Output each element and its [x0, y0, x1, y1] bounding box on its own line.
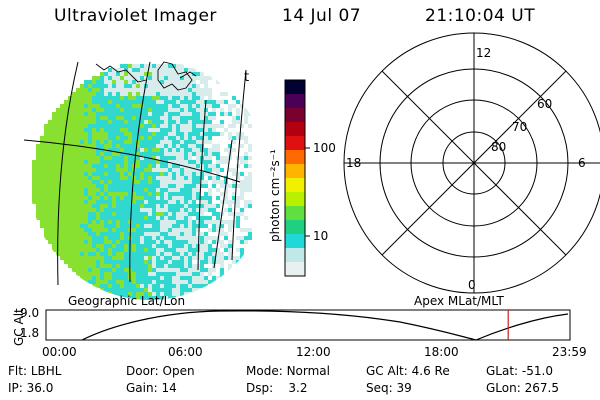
- left-map-label: Geographic Lat/Lon: [68, 294, 186, 308]
- mlt-label-6: 6: [578, 156, 586, 170]
- colorbar: [285, 80, 305, 277]
- earth-image: [23, 60, 252, 300]
- mlt-label-12: 12: [476, 46, 492, 60]
- right-map-label: Apex MLat/MLT: [414, 294, 504, 308]
- colorbar-segment: [285, 220, 305, 235]
- orbit-ytick-high: 9.0: [20, 306, 40, 320]
- colorbar-segment: [285, 206, 305, 221]
- polar-grid: [343, 32, 600, 294]
- colorbar-segment: [285, 108, 305, 123]
- date-label: 14 Jul 07: [282, 6, 362, 26]
- info-seq: Seq: 39: [366, 381, 412, 395]
- orbit-ytick-low: 1.8: [20, 326, 40, 340]
- colorbar-segment: [285, 94, 305, 109]
- orbit-xtick-2359: 23:59: [552, 345, 587, 359]
- geographic-grid: [23, 61, 247, 286]
- colorbar-segment: [285, 178, 305, 193]
- orbit-xtick-0600: 06:00: [168, 345, 203, 359]
- colorbar-segment: [285, 164, 305, 179]
- colorbar-segment: [285, 262, 305, 277]
- colorbar-label-10: 10: [313, 229, 329, 243]
- mlat-label-70: 70: [512, 120, 528, 134]
- info-mode: Mode: Normal: [246, 364, 330, 378]
- info-gain: Gain: 14: [126, 381, 177, 395]
- mlat-label-60: 60: [537, 97, 553, 111]
- colorbar-segment: [285, 80, 305, 95]
- info-gc-alt: GC Alt: 4.6 Re: [366, 364, 450, 378]
- info-glon: GLon: 267.5: [486, 381, 559, 395]
- colorbar-label-100: 100: [313, 141, 336, 155]
- colorbar-segment: [285, 234, 305, 249]
- colorbar-segment: [285, 192, 305, 207]
- time-label: 21:10:04 UT: [425, 6, 536, 26]
- mlt-label-0: 0: [468, 278, 476, 292]
- info-dsp: Dsp: 3.2: [246, 381, 308, 395]
- orbit-xtick-0000: 00:00: [42, 345, 77, 359]
- colorbar-segment: [285, 122, 305, 137]
- colorbar-segment: [285, 248, 305, 263]
- colorbar-frame: [284, 79, 306, 277]
- orbit-xtick-1200: 12:00: [296, 345, 331, 359]
- mlat-label-80: 80: [491, 140, 507, 154]
- info-ip: IP: 36.0: [8, 381, 54, 395]
- info-glat: GLat: -51.0: [486, 364, 553, 378]
- emission-pixels: [32, 64, 252, 300]
- info-door: Door: Open: [126, 364, 195, 378]
- info-flt: Flt: LBHL: [8, 364, 62, 378]
- colorbar-segment: [285, 136, 305, 151]
- map-corner-mark: t: [244, 70, 250, 85]
- colorbar-unit-label: photon cm⁻²s⁻¹: [268, 149, 282, 242]
- coastline: [95, 61, 197, 91]
- instrument-title: Ultraviolet Imager: [54, 6, 217, 26]
- colorbar-segment: [285, 150, 305, 165]
- orbit-xtick-1800: 18:00: [424, 345, 459, 359]
- mlt-label-18: 18: [346, 156, 362, 170]
- orbit-plot: [45, 309, 571, 341]
- altitude-curve: [81, 310, 569, 341]
